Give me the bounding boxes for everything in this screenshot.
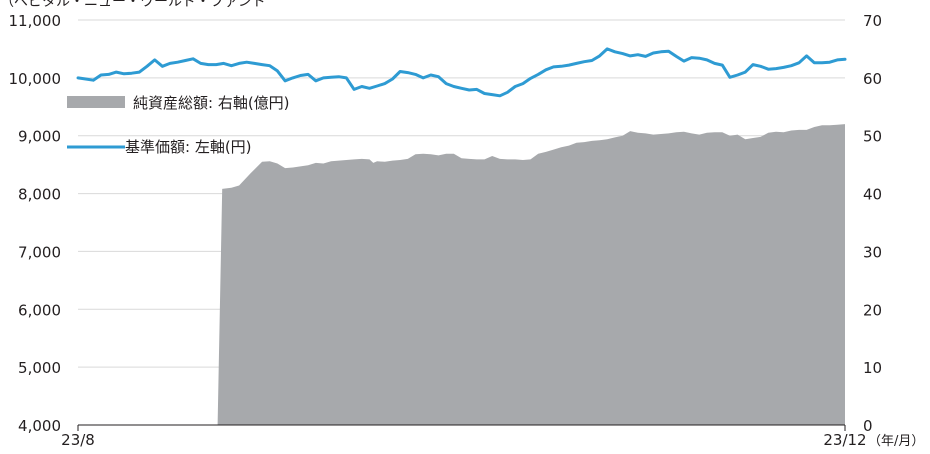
right-axis-tick-label: 70 — [863, 12, 882, 30]
x-axis-tick-label: 23/8 — [61, 431, 95, 449]
area-series-group — [78, 124, 845, 425]
right-axis-tick-label: 50 — [863, 128, 882, 146]
net-assets-area — [78, 124, 845, 425]
x-axis-tick-label: 23/12 — [823, 431, 866, 449]
right-axis-tick-label: 10 — [863, 359, 882, 377]
left-axis-tick-label: 11,000 — [9, 12, 62, 30]
left-axis-tick-label: 10,000 — [9, 70, 62, 88]
legend-swatch-net-assets — [67, 96, 125, 108]
legend-label-net-assets: 純資産総額: 右軸(億円) — [133, 94, 290, 112]
right-axis-tick-label: 0 — [863, 417, 873, 435]
nav-line — [76, 47, 847, 98]
left-axis-tick-label: 9,000 — [18, 128, 61, 146]
chart-top-label: （ベビタル・ニュー・ワールド・ファンド — [0, 0, 266, 10]
left-axis-tick-label: 8,000 — [18, 186, 61, 204]
x-axis-unit-label: （年/月） — [868, 434, 924, 449]
left-axis-tick-label: 7,000 — [18, 243, 61, 261]
right-axis-tick-label: 20 — [863, 301, 882, 319]
right-axis-tick-label: 60 — [863, 70, 882, 88]
left-axis-tick-label: 5,000 — [18, 359, 61, 377]
axes: 4,000 0 5,000 10 6,000 20 7,000 30 8,000 40 9,000 5… — [9, 12, 925, 449]
left-axis-tick-label: 6,000 — [18, 301, 61, 319]
right-axis-tick-label: 30 — [863, 243, 882, 261]
line-series-group — [76, 47, 847, 98]
right-axis-tick-label: 40 — [863, 186, 882, 204]
legend-label-nav: 基準価額: 左軸(円) — [125, 138, 252, 156]
left-axis-tick-label: 4,000 — [18, 417, 61, 435]
legend: 純資産総額: 右軸(億円) 基準価額: 左軸(円) — [67, 94, 290, 156]
